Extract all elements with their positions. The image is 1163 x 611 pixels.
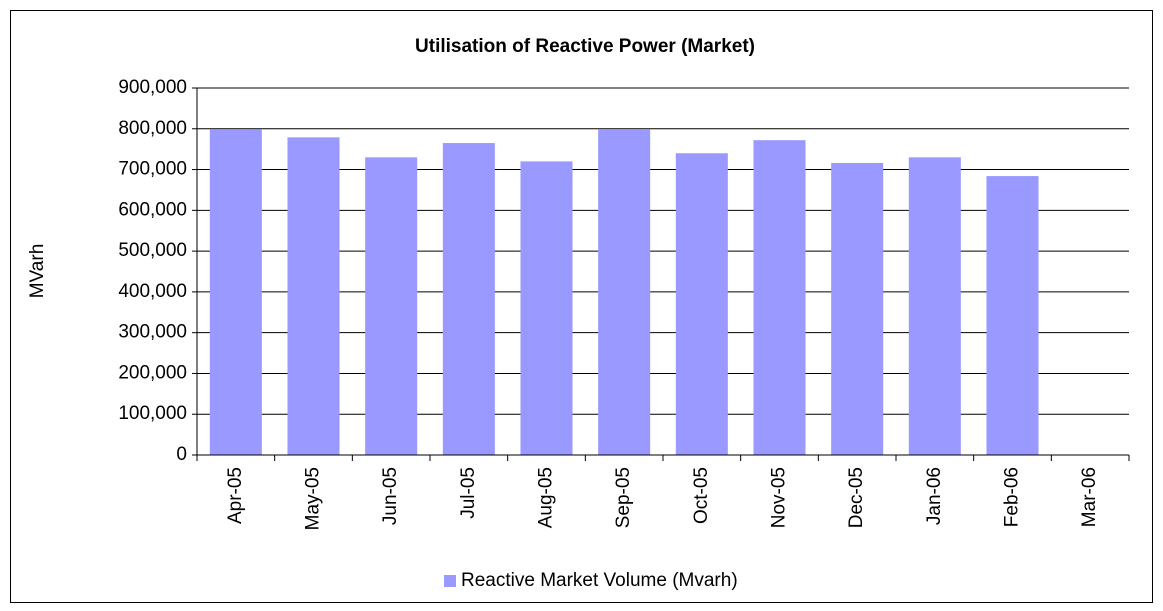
bar bbox=[675, 153, 728, 455]
y-tick-label: 300,000 bbox=[118, 322, 187, 343]
bar bbox=[442, 143, 495, 456]
y-tick-label: 100,000 bbox=[118, 403, 187, 424]
x-tick-label: Jan-06 bbox=[924, 467, 945, 525]
x-tick-label: Mar-06 bbox=[1079, 467, 1100, 527]
bar bbox=[209, 129, 262, 456]
bar bbox=[598, 129, 651, 456]
y-tick-label: 0 bbox=[176, 444, 187, 465]
x-tick-label: Jul-05 bbox=[458, 467, 479, 519]
bar bbox=[287, 137, 340, 455]
bar bbox=[831, 163, 884, 455]
legend-swatch bbox=[444, 575, 456, 587]
x-tick-label: Dec-05 bbox=[846, 467, 867, 528]
bar bbox=[986, 176, 1039, 455]
y-tick-label: 400,000 bbox=[118, 281, 187, 302]
x-tick-label: Oct-05 bbox=[691, 467, 712, 524]
x-tick-label: Aug-05 bbox=[536, 467, 557, 528]
y-axis-label: MVarh bbox=[27, 244, 48, 299]
x-tick-label: Jun-05 bbox=[380, 467, 401, 525]
legend-label: Reactive Market Volume (Mvarh) bbox=[461, 570, 738, 591]
bar bbox=[753, 140, 806, 455]
y-tick-label: 500,000 bbox=[118, 240, 187, 261]
chart-title: Utilisation of Reactive Power (Market) bbox=[415, 36, 755, 57]
x-tick-label: May-05 bbox=[303, 467, 324, 530]
x-tick-label: Feb-06 bbox=[1002, 467, 1023, 527]
y-tick-label: 200,000 bbox=[118, 362, 187, 383]
bar bbox=[365, 157, 418, 456]
x-tick-label: Apr-05 bbox=[225, 467, 246, 524]
x-tick-label: Sep-05 bbox=[613, 467, 634, 528]
y-tick-label: 800,000 bbox=[118, 118, 187, 139]
y-tick-label: 900,000 bbox=[118, 77, 187, 98]
y-tick-label: 700,000 bbox=[118, 159, 187, 180]
y-tick-label: 600,000 bbox=[118, 199, 187, 220]
chart-border bbox=[10, 10, 1153, 603]
bar bbox=[908, 157, 961, 456]
x-tick-label: Nov-05 bbox=[769, 467, 790, 528]
bar bbox=[520, 161, 573, 455]
